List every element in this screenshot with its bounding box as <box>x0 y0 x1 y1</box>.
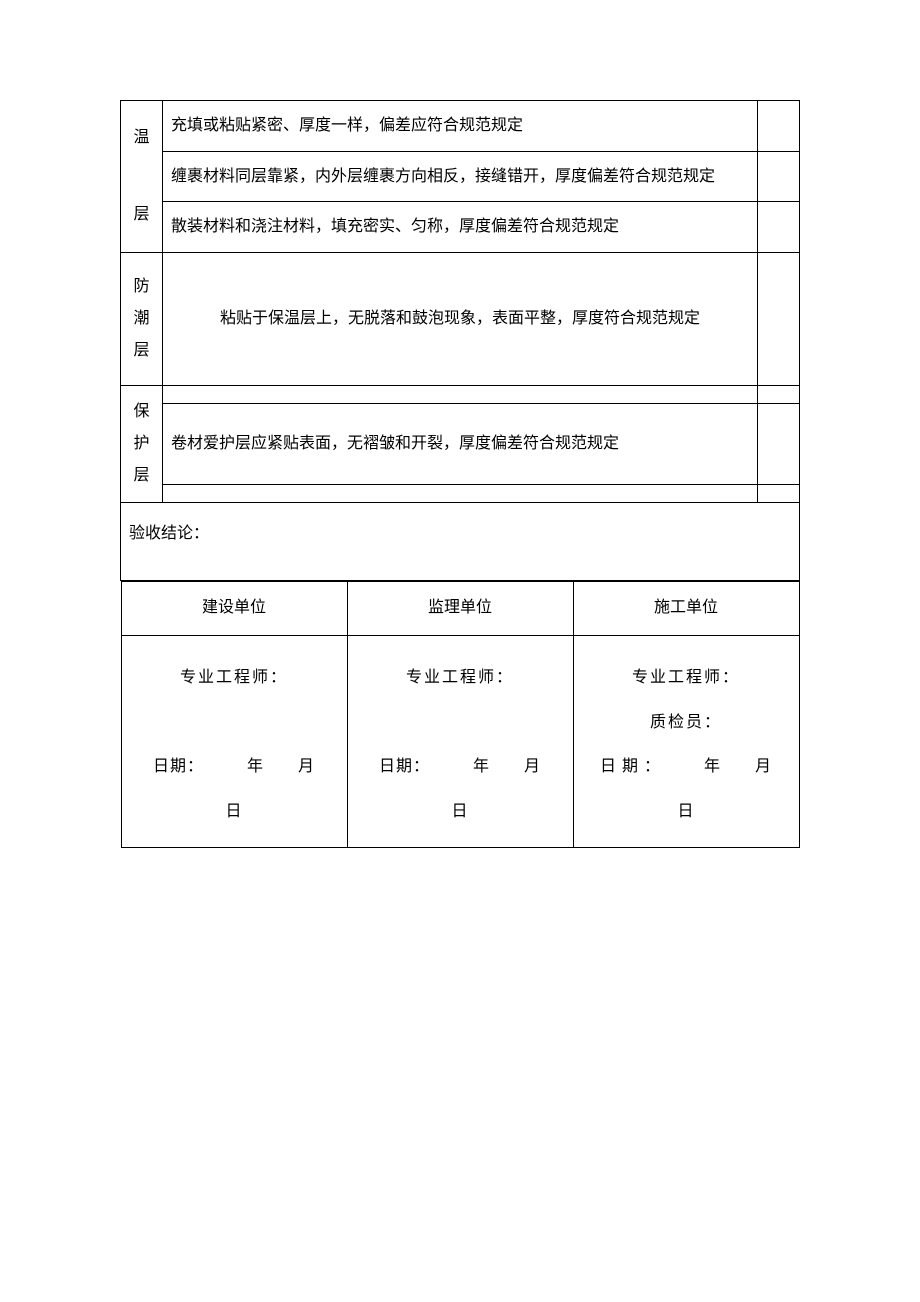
sig-body-2: 专业工程师： 日期： 年 月 日 <box>347 635 573 847</box>
section-label-wen: 温层 <box>121 101 163 253</box>
sig3-date: 日 期 ： 年 月 日 <box>584 745 789 835</box>
wen-check-1 <box>758 101 800 152</box>
sig3-engineer: 专业工程师： <box>584 656 789 701</box>
sig-head-2: 监理单位 <box>347 581 573 635</box>
sig3-qc: 质检员： <box>584 701 789 746</box>
sig-body-3: 专业工程师： 质检员： 日 期 ： 年 月 日 <box>573 635 799 847</box>
section-label-baohu: 保护层 <box>121 385 163 502</box>
wen-check-3 <box>758 202 800 253</box>
fangchao-check <box>758 252 800 385</box>
baohu-text: 卷材爱护层应紧贴表面，无褶皱和开裂，厚度偏差符合规范规定 <box>163 403 758 484</box>
wen-row-1: 充填或粘贴紧密、厚度一样，偏差应符合规范规定 <box>163 101 758 152</box>
section-label-fangchao: 防潮层 <box>121 252 163 385</box>
fangchao-text: 粘贴于保温层上，无脱落和鼓泡现象，表面平整，厚度符合规范规定 <box>163 252 758 385</box>
baohu-empty-bottom <box>163 484 758 502</box>
sig-body-1: 专业工程师： 日期： 年 月 日 <box>121 635 347 847</box>
sig-head-3: 施工单位 <box>573 581 799 635</box>
baohu-check-top <box>758 385 800 403</box>
sig-head-1: 建设单位 <box>121 581 347 635</box>
conclusion-cell: 验收结论： <box>121 502 800 580</box>
wen-check-2 <box>758 151 800 202</box>
baohu-empty-top <box>163 385 758 403</box>
baohu-check <box>758 403 800 484</box>
sig1-date: 日期： 年 月 日 <box>132 745 337 835</box>
sig1-engineer: 专业工程师： <box>132 656 337 701</box>
sig2-date: 日期： 年 月 日 <box>358 745 563 835</box>
wen-row-2: 缠裹材料同层靠紧，内外层缠裹方向相反，接缝错开，厚度偏差符合规范规定 <box>163 151 758 202</box>
sig2-engineer: 专业工程师： <box>358 656 563 701</box>
wen-row-3: 散装材料和浇注材料，填充密实、匀称，厚度偏差符合规范规定 <box>163 202 758 253</box>
baohu-check-bottom <box>758 484 800 502</box>
inspection-table: 温层 充填或粘贴紧密、厚度一样，偏差应符合规范规定 缠裹材料同层靠紧，内外层缠裹… <box>120 100 800 848</box>
